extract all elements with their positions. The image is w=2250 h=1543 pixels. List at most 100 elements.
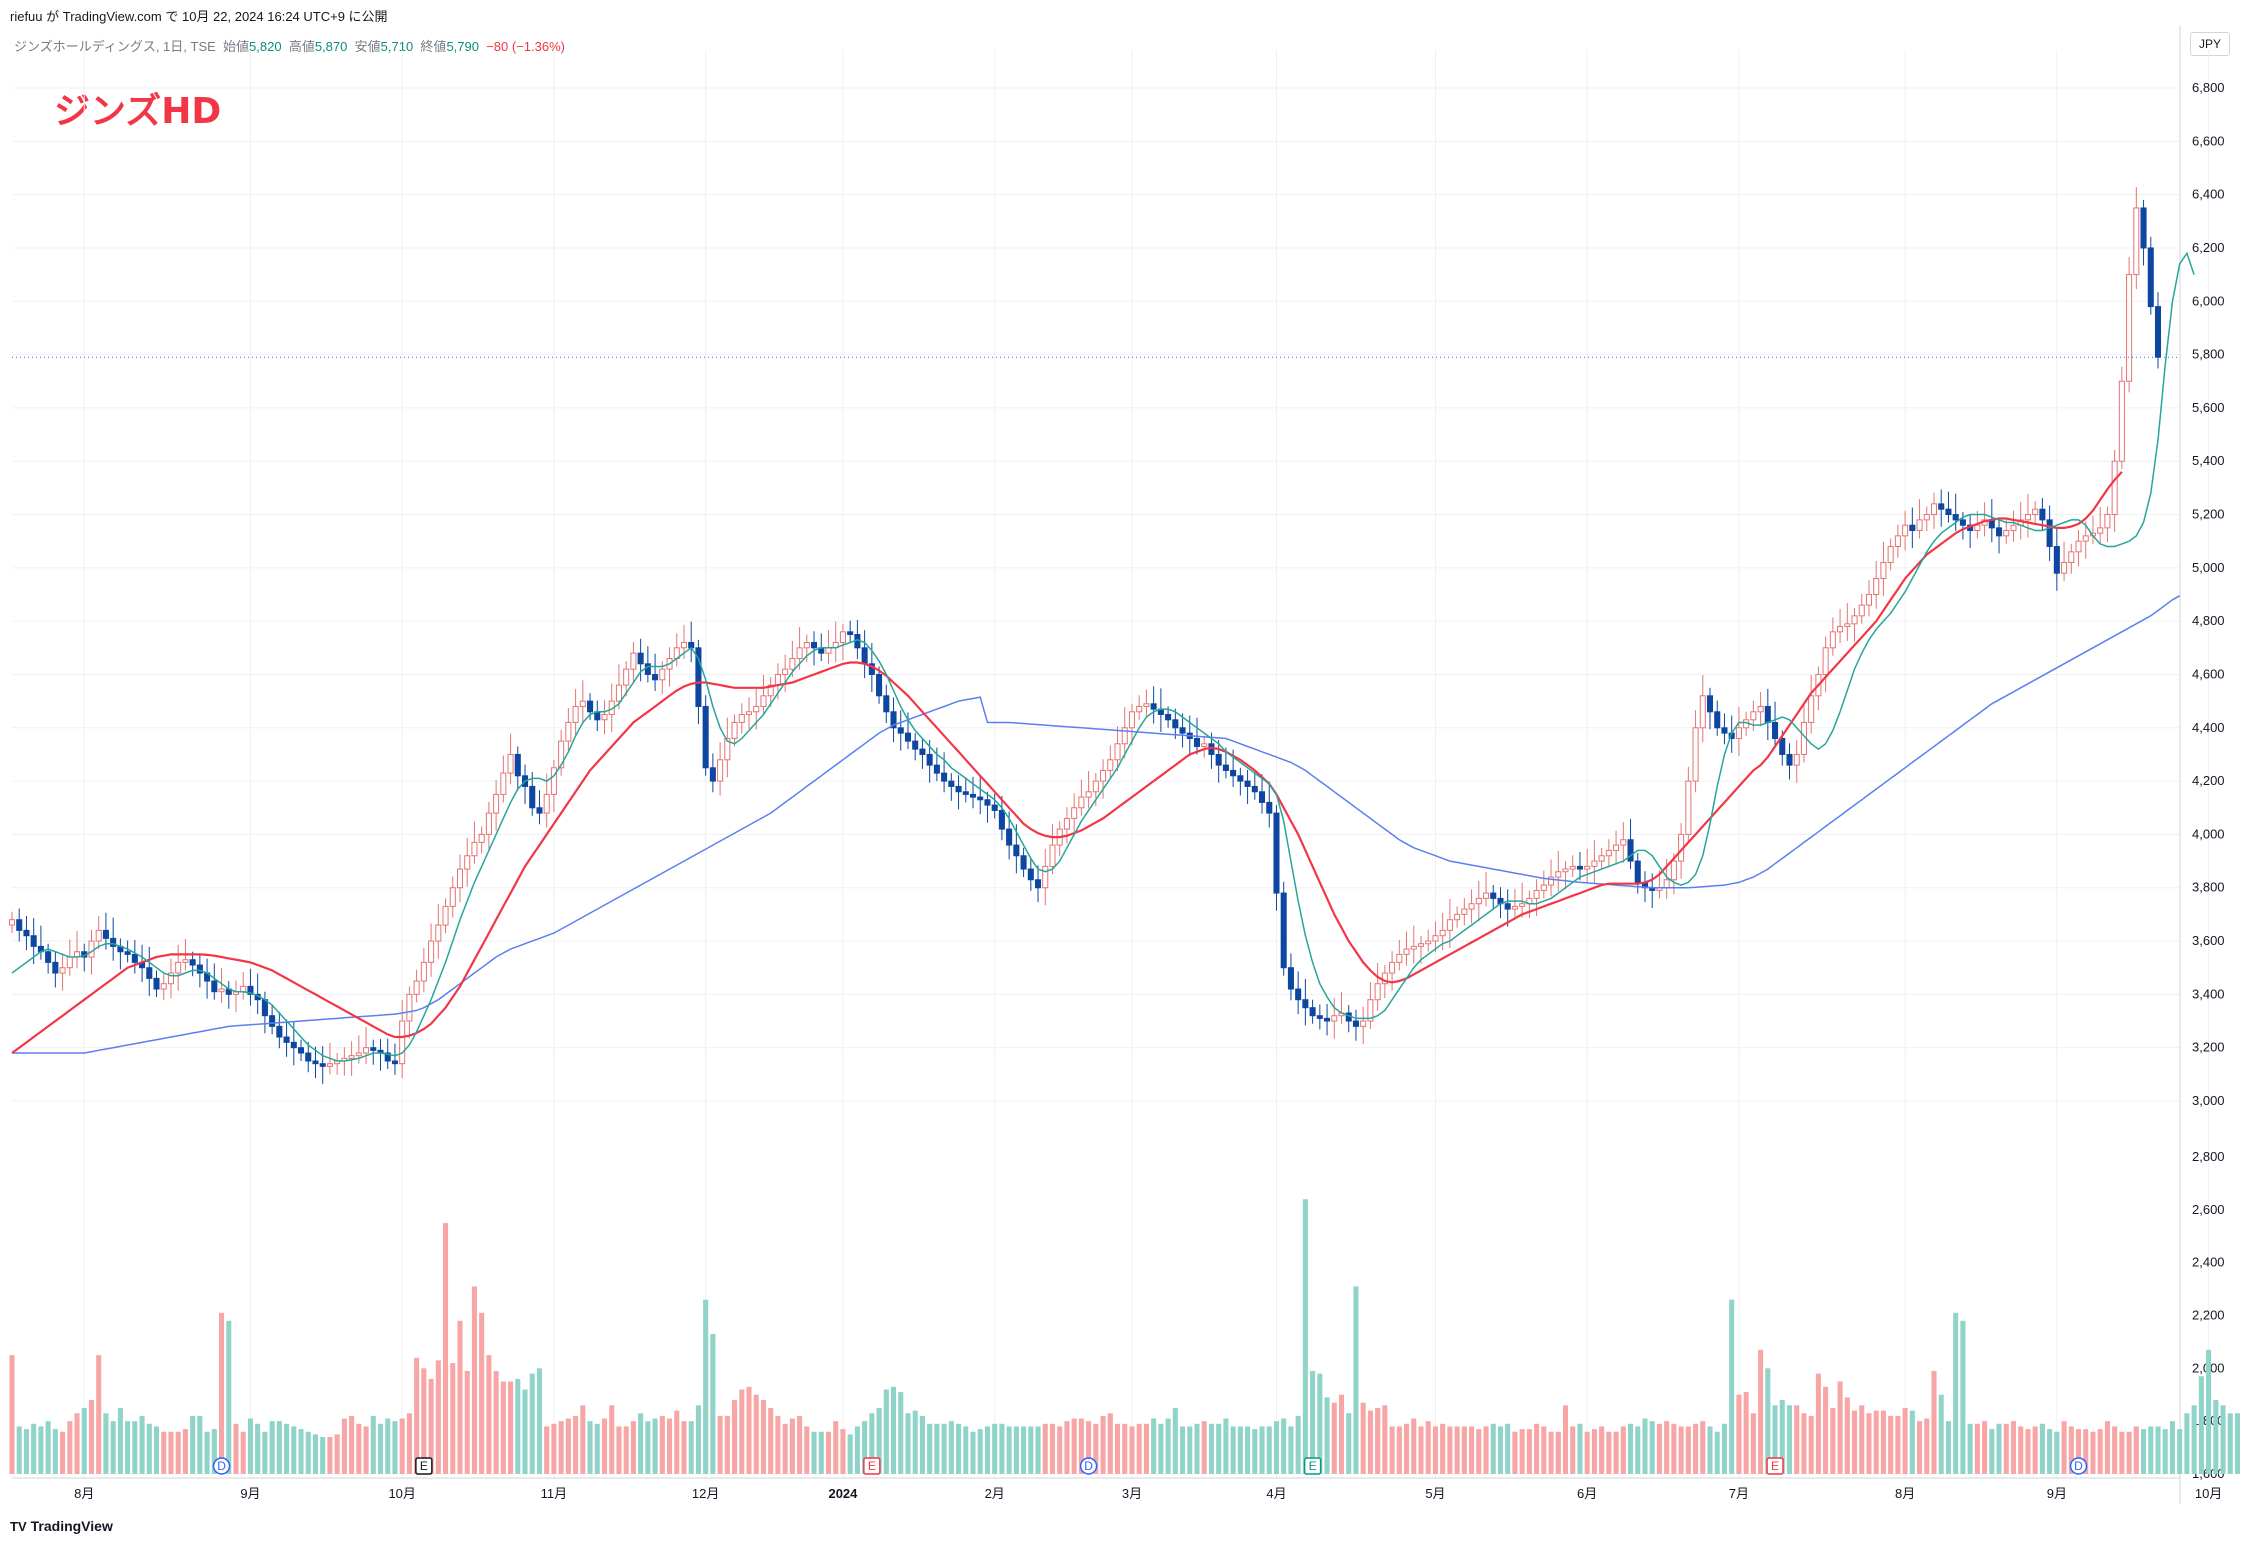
candle <box>941 772 948 782</box>
candle <box>1107 759 1114 771</box>
candle <box>2053 546 2060 574</box>
dividend-marker-label: D <box>217 1459 226 1473</box>
candle <box>399 1020 406 1065</box>
candle <box>2024 514 2031 521</box>
volume-bar <box>1671 1423 1677 1474</box>
candle <box>1482 892 1490 899</box>
volume-bar <box>1057 1426 1063 1474</box>
candle <box>1258 791 1266 803</box>
candle <box>1396 953 1403 963</box>
candle <box>1237 775 1244 782</box>
volume-bar <box>522 1389 528 1474</box>
volume-bar <box>1649 1421 1655 1474</box>
high-label: 高値 <box>288 39 315 54</box>
volume-bar <box>1143 1423 1149 1474</box>
volume-bar <box>2155 1426 2161 1474</box>
candle <box>861 647 868 665</box>
time-tick-label: 5月 <box>1425 1486 1445 1501</box>
candle <box>1887 546 1894 564</box>
volume-bar <box>984 1426 990 1474</box>
candle <box>102 929 109 939</box>
volume-bar <box>1938 1394 1944 1474</box>
candle <box>926 753 933 766</box>
volume-bar <box>1917 1421 1923 1474</box>
volume-bar <box>1201 1421 1207 1474</box>
candle <box>1309 1007 1316 1017</box>
volume-bar <box>2227 1413 2233 1474</box>
volume-bar <box>1750 1413 1756 1474</box>
volume-bar <box>825 1431 832 1474</box>
currency-button[interactable]: JPY <box>2190 32 2230 56</box>
candle <box>1627 839 1634 862</box>
candle <box>955 785 962 793</box>
candle <box>919 748 926 755</box>
candle <box>897 727 904 734</box>
volume-bar <box>1245 1426 1251 1474</box>
volume-bar <box>464 1370 470 1474</box>
volume-bar <box>1815 1373 1821 1474</box>
volume-bar <box>2234 1413 2241 1474</box>
volume-bar <box>1129 1426 1135 1474</box>
candle <box>1952 514 1959 521</box>
volume-bar <box>1844 1397 1850 1474</box>
volume-bar <box>1736 1394 1742 1474</box>
candle <box>1663 879 1670 889</box>
volume-bar <box>139 1415 145 1474</box>
volume-bar <box>450 1363 456 1474</box>
volume-bar <box>963 1426 969 1474</box>
candle <box>796 647 803 659</box>
candle <box>1959 519 1966 526</box>
volume-bar <box>638 1413 644 1474</box>
volume-bar <box>2047 1429 2053 1474</box>
candle <box>1699 695 1706 729</box>
candle <box>1165 713 1172 721</box>
volume-bar <box>1548 1431 1554 1474</box>
volume-bar <box>1967 1423 1973 1474</box>
candle <box>1193 737 1201 747</box>
candle <box>695 647 702 707</box>
candle <box>182 959 189 963</box>
candle <box>1584 865 1591 870</box>
volume-bar <box>992 1423 998 1474</box>
candle <box>1916 519 1923 532</box>
volume-bar <box>1902 1407 1908 1474</box>
volume-bar <box>529 1373 535 1474</box>
volume-bar <box>1042 1423 1048 1474</box>
volume-bar <box>38 1426 44 1474</box>
volume-bar <box>74 1413 80 1474</box>
volume-bar <box>1122 1423 1128 1474</box>
volume-bar <box>1989 1429 1995 1474</box>
volume-bar <box>1100 1415 1106 1474</box>
candle <box>1555 871 1562 878</box>
candle <box>1613 844 1620 851</box>
symbol-name[interactable]: ジンズホールディングス, 1日, TSE <box>14 39 216 54</box>
volume-bar <box>1208 1423 1214 1474</box>
candle <box>485 812 492 835</box>
volume-bar <box>1960 1320 1966 1474</box>
candle <box>428 940 435 963</box>
volume-bar <box>2090 1431 2096 1474</box>
candle <box>1880 562 1887 580</box>
candle <box>290 1041 297 1049</box>
volume-bar <box>255 1423 261 1474</box>
volume-bar <box>385 1418 391 1474</box>
candle <box>1316 1015 1323 1019</box>
candle <box>1150 703 1157 710</box>
volume-bar <box>1823 1386 1829 1474</box>
candle <box>283 1036 290 1043</box>
candle <box>276 1025 283 1038</box>
volume-bar <box>1259 1426 1265 1474</box>
open-label: 始値 <box>223 39 250 54</box>
symbol-info-line[interactable]: ジンズホールディングス, 1日, TSE 始値5,820 高値5,870 安値5… <box>14 36 565 55</box>
volume-bar <box>1721 1423 1727 1474</box>
volume-bar <box>1028 1426 1034 1474</box>
candle <box>1374 983 1381 1001</box>
volume-bar <box>717 1415 723 1474</box>
candle <box>348 1055 355 1059</box>
volume-bar <box>948 1421 954 1474</box>
candle <box>1468 903 1475 910</box>
close-value: 5,790 <box>446 39 479 54</box>
candle <box>1548 876 1555 886</box>
volume-bar <box>9 1355 15 1474</box>
